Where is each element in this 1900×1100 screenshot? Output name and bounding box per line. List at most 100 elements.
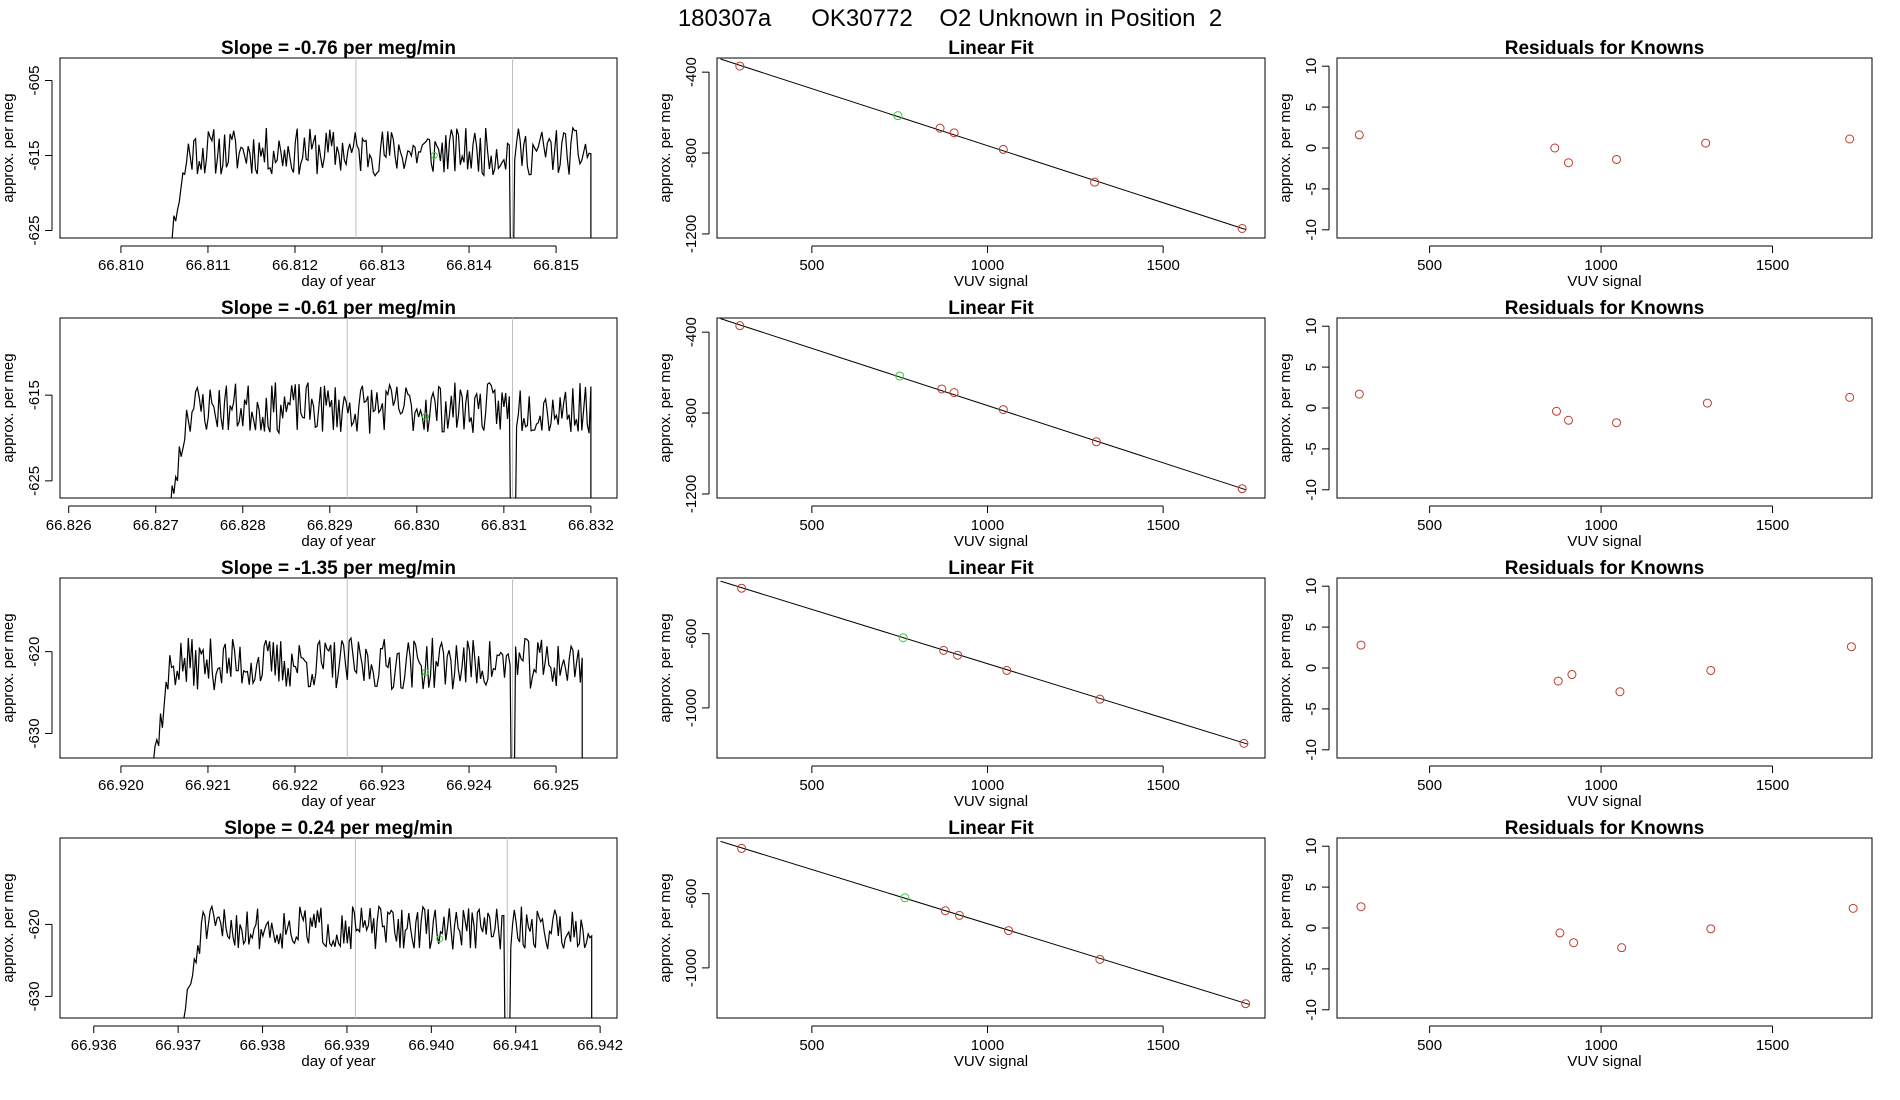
series-line bbox=[153, 636, 583, 758]
residual-point bbox=[1845, 134, 1855, 144]
panel-time-series-row-2: Slope = -0.61 per meg/min 66.826 66.827 66.… bbox=[0, 298, 618, 550]
plot-area bbox=[1354, 389, 1855, 428]
x-tick-label: 500 bbox=[799, 1037, 824, 1054]
x-tick-label: 500 bbox=[1417, 1037, 1442, 1054]
known-point bbox=[737, 583, 747, 593]
x-axis-label: day of year bbox=[301, 793, 375, 810]
x-tick-label: 66.829 bbox=[307, 517, 353, 534]
panel-title: Residuals for Knowns bbox=[1505, 558, 1705, 579]
unknown-point bbox=[898, 633, 908, 643]
fit-line bbox=[720, 58, 1246, 230]
y-tick-label: -1000 bbox=[683, 949, 700, 987]
x-tick-label: 66.925 bbox=[533, 777, 579, 794]
residual-point bbox=[1354, 130, 1364, 140]
x-tick-label: 1000 bbox=[971, 517, 1004, 534]
residual-point bbox=[1555, 928, 1565, 938]
x-tick-label: 66.938 bbox=[240, 1037, 286, 1054]
residual-point bbox=[1563, 415, 1573, 425]
residual-point bbox=[1617, 943, 1627, 953]
x-axis-label: VUV signal bbox=[954, 533, 1028, 550]
x-tick-label: 1500 bbox=[1756, 777, 1789, 794]
panel-residuals-row-2: Residuals for Knowns 500 1000 1500 VUV signa… bbox=[1277, 298, 1873, 550]
panel-linear-fit-row-1: Linear Fit 500 1000 1500 VUV signal -400 -800 -… bbox=[657, 38, 1266, 290]
y-axis-label: approx. per meg bbox=[0, 873, 17, 982]
unknown-point bbox=[895, 371, 905, 381]
x-tick-label: 66.941 bbox=[493, 1037, 539, 1054]
x-tick-label: 66.826 bbox=[46, 517, 92, 534]
plot-area bbox=[170, 318, 592, 498]
panel-title: Slope = -0.76 per meg/min bbox=[221, 38, 456, 59]
known-point bbox=[1237, 223, 1247, 233]
series-line bbox=[170, 381, 592, 498]
known-point bbox=[949, 388, 959, 398]
known-point bbox=[1091, 437, 1101, 447]
y-tick-label: 0 bbox=[1303, 404, 1320, 412]
x-tick-label: 1500 bbox=[1146, 517, 1179, 534]
y-tick-label: 5 bbox=[1303, 883, 1320, 891]
residual-point bbox=[1846, 642, 1856, 652]
x-tick-label: 66.815 bbox=[533, 257, 579, 274]
residual-point bbox=[1569, 938, 1579, 948]
y-tick-label: -620 bbox=[26, 637, 43, 667]
residual-point bbox=[1612, 418, 1622, 428]
y-axis-label: approx. per meg bbox=[0, 613, 17, 722]
residual-point bbox=[1612, 154, 1622, 164]
y-tick-label: -10 bbox=[1303, 739, 1320, 761]
x-tick-label: 500 bbox=[799, 777, 824, 794]
panel-time-series-row-3: Slope = -1.35 per meg/min 66.920 66.921 66.… bbox=[0, 558, 618, 810]
residual-point bbox=[1553, 676, 1563, 686]
unknown-point bbox=[430, 152, 438, 159]
known-point bbox=[1004, 926, 1014, 936]
panel-title: Linear Fit bbox=[948, 298, 1034, 319]
panel-title: Linear Fit bbox=[948, 558, 1034, 579]
unknown-point bbox=[422, 413, 430, 421]
x-tick-label: 66.922 bbox=[272, 777, 318, 794]
y-axis-label: approx. per meg bbox=[1277, 353, 1294, 462]
x-axis-label: VUV signal bbox=[954, 1053, 1028, 1070]
x-tick-label: 500 bbox=[799, 257, 824, 274]
x-axis-label: VUV signal bbox=[954, 793, 1028, 810]
plot-area bbox=[153, 578, 583, 758]
panel-linear-fit-row-3: Linear Fit 500 1000 1500 VUV signal -600 -1000… bbox=[657, 558, 1266, 810]
y-tick-label: 10 bbox=[1303, 578, 1320, 595]
plot-frame bbox=[59, 317, 618, 499]
x-tick-label: 500 bbox=[1417, 257, 1442, 274]
y-tick-label: -5 bbox=[1303, 702, 1320, 715]
plot-area bbox=[171, 58, 592, 238]
y-tick-label: -605 bbox=[26, 65, 43, 95]
y-tick-label: 10 bbox=[1303, 838, 1320, 855]
known-point bbox=[998, 144, 1008, 154]
panel-linear-fit-row-4: Linear Fit 500 1000 1500 VUV signal -600 -1000… bbox=[657, 818, 1266, 1070]
y-tick-label: -600 bbox=[683, 619, 700, 649]
y-tick-label: -5 bbox=[1303, 962, 1320, 975]
y-tick-label: 10 bbox=[1303, 58, 1320, 75]
x-tick-label: 1000 bbox=[971, 1037, 1004, 1054]
y-tick-label: 0 bbox=[1303, 144, 1320, 152]
x-tick-label: 66.923 bbox=[359, 777, 405, 794]
x-tick-label: 1500 bbox=[1756, 1037, 1789, 1054]
residual-point bbox=[1701, 138, 1711, 148]
known-point bbox=[735, 321, 745, 331]
x-tick-label: 66.921 bbox=[185, 777, 231, 794]
y-axis-label: approx. per meg bbox=[657, 93, 674, 202]
fit-line bbox=[720, 840, 1250, 1005]
y-tick-label: -10 bbox=[1303, 479, 1320, 501]
plot-frame bbox=[1336, 837, 1873, 1019]
y-tick-label: -800 bbox=[683, 398, 700, 428]
panel-title: Linear Fit bbox=[948, 38, 1034, 59]
plot-frame bbox=[59, 57, 618, 239]
y-tick-label: -10 bbox=[1303, 219, 1320, 241]
plot-area bbox=[720, 58, 1247, 233]
residual-point bbox=[1356, 640, 1366, 650]
x-tick-label: 1000 bbox=[1584, 257, 1617, 274]
x-tick-label: 66.940 bbox=[408, 1037, 454, 1054]
y-tick-label: 5 bbox=[1303, 103, 1320, 111]
known-point bbox=[949, 128, 959, 138]
known-point bbox=[1090, 177, 1100, 187]
x-axis-label: VUV signal bbox=[1567, 533, 1641, 550]
x-axis-label: day of year bbox=[301, 273, 375, 290]
panel-residuals-row-1: Residuals for Knowns 500 1000 1500 VUV signa… bbox=[1277, 38, 1873, 290]
x-tick-label: 1000 bbox=[1584, 517, 1617, 534]
x-tick-label: 66.831 bbox=[481, 517, 527, 534]
x-tick-label: 66.942 bbox=[577, 1037, 623, 1054]
